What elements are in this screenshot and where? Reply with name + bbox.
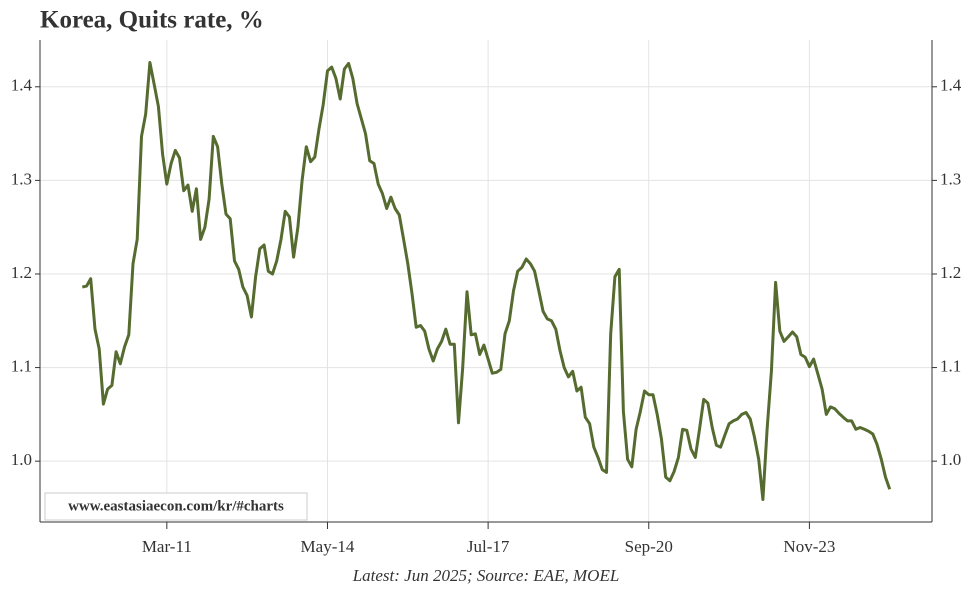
x-tick-label: Sep-20 [625, 537, 673, 556]
x-tick-label: Jul-17 [467, 537, 510, 556]
y-tick-label: 1.2 [11, 263, 32, 282]
x-tick-label: Mar-11 [142, 537, 192, 556]
y-tick-label: 1.4 [11, 76, 33, 95]
y-tick-label: 1.0 [11, 450, 32, 469]
y-tick-label: 1.4 [940, 76, 962, 95]
y-tick-label: 1.1 [940, 356, 961, 375]
y-tick-label: 1.3 [11, 169, 32, 188]
x-tick-label: May-14 [301, 537, 355, 556]
data-line [81, 61, 892, 501]
chart-title: Korea, Quits rate, % [40, 7, 264, 34]
footnote: Latest: Jun 2025; Source: EAE, MOEL [352, 566, 620, 585]
watermark: www.eastasiaecon.com/kr/#charts [68, 498, 284, 514]
watermark-box [44, 492, 308, 521]
x-tick-label: Nov-23 [783, 537, 835, 556]
y-tick-label: 1.0 [940, 450, 961, 469]
y-tick-label: 1.3 [940, 169, 961, 188]
y-tick-label: 1.1 [11, 356, 32, 375]
y-tick-label: 1.2 [940, 263, 961, 282]
